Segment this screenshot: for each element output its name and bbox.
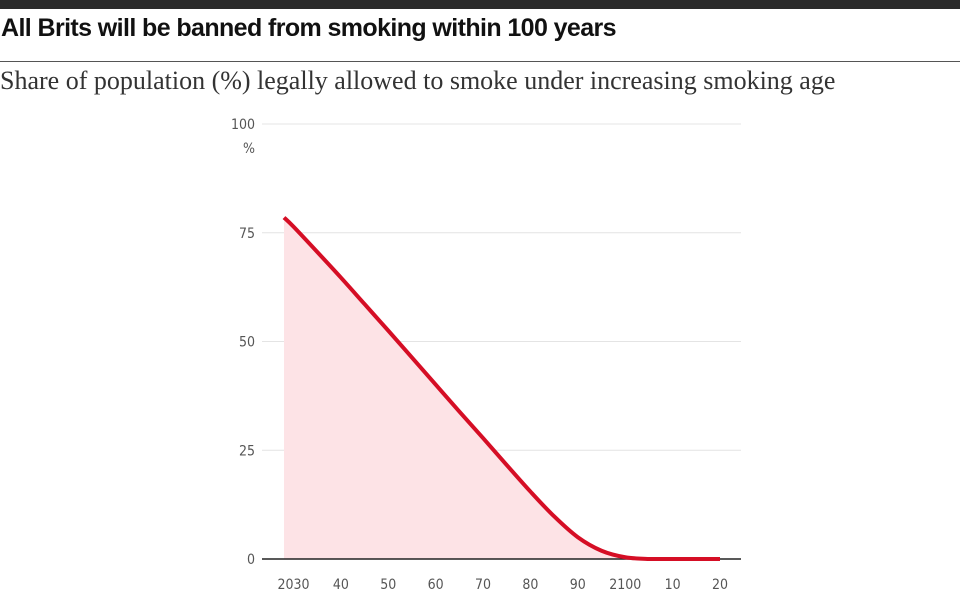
- x-tick-label-90: 90: [570, 577, 586, 593]
- headline: All Brits will be banned from smoking wi…: [1, 14, 617, 42]
- chart-title: Share of population (%) legally allowed …: [0, 66, 836, 95]
- series-line: [282, 216, 720, 561]
- x-tick-label-10: 10: [665, 577, 681, 593]
- x-tick-label-2100: 2100: [609, 577, 641, 593]
- headline-divider: [0, 61, 960, 62]
- top-accent-bar: [0, 0, 960, 9]
- x-tick-label-70: 70: [475, 577, 491, 593]
- area-fill: [284, 217, 720, 559]
- x-tick-label-50: 50: [380, 577, 396, 593]
- y-tick-label-0: 0: [247, 552, 255, 568]
- y-tick-label-75: 75: [239, 226, 255, 242]
- x-tick-label-40: 40: [333, 577, 349, 593]
- x-tick-label-2030: 2030: [277, 577, 309, 593]
- y-tick-label-50: 50: [239, 335, 255, 351]
- y-axis-unit-label: %: [243, 141, 255, 157]
- y-tick-label-25: 25: [239, 443, 255, 459]
- x-tick-label-20: 20: [712, 577, 728, 593]
- x-tick-label-60: 60: [428, 577, 444, 593]
- y-tick-label-100: 100: [231, 117, 255, 133]
- x-tick-label-80: 80: [522, 577, 538, 593]
